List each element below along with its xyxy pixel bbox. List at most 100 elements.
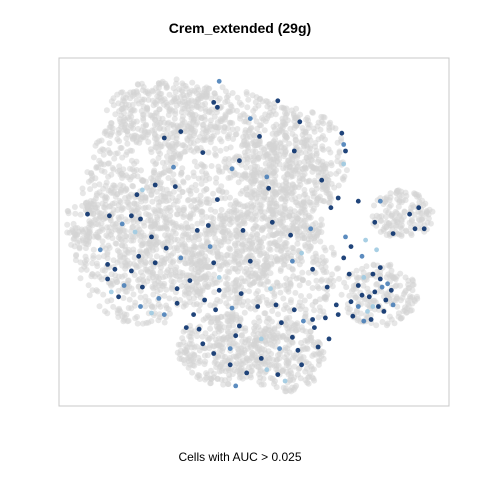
background-cell (283, 240, 290, 247)
background-cell (96, 303, 103, 310)
background-cell (193, 252, 200, 259)
background-cell (235, 201, 242, 208)
background-cell (172, 220, 179, 227)
background-cell (93, 204, 100, 211)
background-cell (284, 325, 291, 332)
background-cell (219, 84, 226, 91)
background-cell (90, 154, 97, 161)
background-cell (150, 269, 157, 276)
data-point (237, 158, 242, 164)
background-cell (106, 228, 112, 235)
background-cell (169, 154, 176, 161)
background-cell (296, 282, 303, 289)
background-cell (120, 166, 127, 173)
background-cell (257, 268, 264, 274)
background-cell (142, 303, 149, 310)
background-cell (304, 222, 310, 229)
background-cell (205, 264, 212, 271)
background-cell (283, 275, 290, 282)
background-cell (132, 299, 139, 306)
background-cell (192, 181, 199, 188)
background-cell (369, 213, 376, 220)
background-cell (289, 325, 295, 332)
data-point (105, 262, 110, 267)
background-cell (82, 253, 89, 260)
data-point (341, 142, 347, 147)
background-cell (195, 99, 201, 106)
background-cell (252, 105, 259, 112)
data-point (361, 275, 367, 280)
background-cell (402, 189, 409, 196)
background-cell (304, 379, 311, 386)
background-cell (293, 199, 300, 206)
background-cell (382, 208, 389, 214)
background-cell (207, 117, 214, 124)
background-cell (120, 295, 127, 301)
background-cell (182, 349, 189, 356)
background-cell (122, 104, 129, 111)
background-cell (257, 207, 264, 214)
background-cell (239, 361, 246, 367)
background-cell (108, 171, 115, 178)
background-cell (316, 339, 323, 346)
background-cell (108, 282, 115, 289)
background-cell (240, 241, 247, 248)
background-cell (162, 80, 169, 87)
data-point (257, 134, 262, 139)
background-cell (170, 85, 177, 92)
data-point (211, 100, 217, 105)
background-cell (221, 124, 228, 131)
data-point (129, 213, 134, 219)
background-cell (378, 213, 385, 220)
background-cell (193, 261, 200, 268)
background-cell (147, 223, 154, 230)
background-cell (309, 168, 316, 175)
background-cell (176, 241, 183, 248)
background-cell (223, 145, 230, 152)
background-cell (238, 247, 245, 254)
background-cell (119, 175, 126, 181)
background-cell (262, 160, 269, 167)
background-cell (244, 298, 251, 305)
background-cell (201, 352, 208, 359)
background-cell (272, 378, 278, 385)
background-cell (127, 147, 134, 154)
background-cell (116, 138, 123, 145)
background-cell (96, 274, 103, 280)
background-cell (259, 244, 265, 251)
background-cell (191, 295, 197, 302)
background-cell (226, 339, 233, 346)
background-cell (206, 335, 213, 342)
background-cell (226, 295, 233, 302)
background-cell (112, 184, 119, 191)
background-cell (313, 185, 320, 192)
background-cell (243, 186, 249, 193)
background-cell (224, 261, 231, 268)
background-cell (318, 161, 324, 168)
background-cell (108, 297, 115, 304)
background-cell (174, 122, 180, 129)
background-cell (202, 358, 209, 365)
background-cell (199, 250, 205, 257)
background-cell (77, 259, 84, 266)
data-point (233, 383, 239, 389)
background-cell (214, 248, 221, 255)
background-cell (117, 182, 124, 189)
background-cell (241, 259, 248, 265)
background-cell (225, 175, 232, 181)
background-cell (134, 133, 141, 140)
background-cell (229, 90, 236, 96)
background-cell (351, 292, 358, 299)
background-cell (136, 276, 143, 283)
background-cell (229, 120, 236, 127)
background-cell (219, 348, 226, 354)
data-point (107, 213, 112, 219)
background-cell (304, 114, 311, 121)
background-cell (309, 366, 316, 372)
data-point (121, 283, 127, 288)
background-cell (181, 300, 188, 307)
background-cell (71, 231, 78, 238)
background-cell (185, 213, 192, 220)
background-cell (226, 216, 233, 223)
data-point (421, 226, 427, 232)
